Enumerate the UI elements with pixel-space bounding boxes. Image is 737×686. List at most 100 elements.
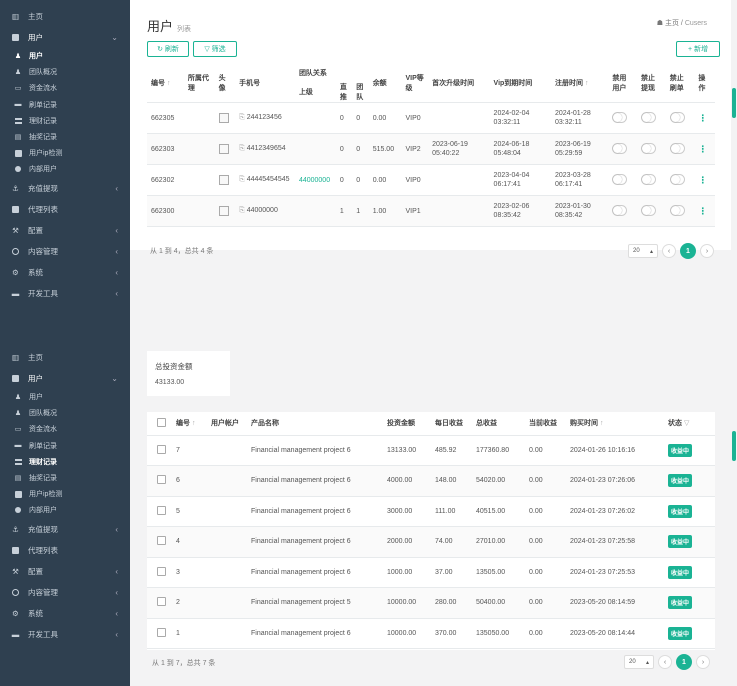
- more-vertical-icon[interactable]: ⋮: [698, 143, 708, 154]
- disable-toggle[interactable]: [612, 204, 628, 216]
- anchor-icon: ⚓: [12, 524, 19, 534]
- no-brush-toggle[interactable]: [669, 173, 685, 185]
- filter-button[interactable]: ▽ 筛选: [193, 41, 237, 57]
- sidebar-sub-ip[interactable]: 用户ip检测: [0, 486, 130, 502]
- sidebar-sub-flow[interactable]: ▭ 资金流水: [14, 426, 57, 434]
- row-checkbox[interactable]: [157, 597, 166, 607]
- no-brush-toggle[interactable]: [669, 142, 685, 154]
- sidebar-sub-flow[interactable]: ▭ 资金流水: [14, 85, 57, 93]
- disable-toggle[interactable]: [612, 111, 628, 123]
- account-cell: [207, 587, 247, 619]
- current-page[interactable]: 1: [676, 654, 692, 670]
- chevron-left-icon: ‹: [115, 225, 118, 235]
- no-brush-toggle[interactable]: [669, 111, 685, 123]
- sidebar-sub-internal[interactable]: 内部用户: [0, 502, 130, 518]
- team-cell: 0: [352, 102, 369, 134]
- sidebar-item-agent[interactable]: 代理列表: [0, 540, 130, 561]
- copy-icon[interactable]: ⎘: [239, 145, 245, 152]
- next-page-button[interactable]: ›: [696, 655, 710, 669]
- row-checkbox[interactable]: [157, 444, 166, 454]
- current-page[interactable]: 1: [680, 243, 696, 259]
- row-checkbox[interactable]: [157, 536, 166, 546]
- sidebar-sub-team[interactable]: ♟ 团队概况: [14, 410, 57, 418]
- sidebar-sub-lottery[interactable]: ▤ 抽奖记录: [14, 475, 57, 483]
- sidebar-item-devtools[interactable]: ▬ 开发工具 ‹: [11, 288, 118, 298]
- copy-icon[interactable]: ⎘: [239, 207, 245, 214]
- prev-page-button[interactable]: ‹: [662, 244, 676, 258]
- col-id[interactable]: 编号 ↑: [147, 64, 184, 103]
- breadcrumb-home[interactable]: 主页: [664, 20, 679, 27]
- sidebar-item-content[interactable]: 内容管理 ‹: [0, 241, 130, 262]
- row-checkbox[interactable]: [157, 566, 166, 576]
- sidebar-item-system[interactable]: ⚙ 系统 ‹: [12, 267, 118, 277]
- sidebar-item-agent[interactable]: 代理列表: [0, 199, 130, 220]
- select-all-checkbox[interactable]: [147, 412, 172, 436]
- user-list-panel: 用户 列表 ☗ 主页 / Cusers ↻ 刷新 ▽ 筛选 + 新增 编号 ↑ 所…: [130, 0, 737, 343]
- more-vertical-icon[interactable]: ⋮: [698, 112, 708, 123]
- col-reg[interactable]: 注册时间 ↑: [551, 64, 609, 103]
- sidebar-item-home[interactable]: ▥ 主页: [11, 353, 43, 362]
- more-vertical-icon[interactable]: ⋮: [698, 174, 708, 185]
- row-checkbox[interactable]: [157, 627, 166, 637]
- sidebar-item-devtools[interactable]: ▬ 开发工具 ‹: [11, 629, 118, 639]
- sidebar-sub-team[interactable]: ♟ 团队概况: [14, 69, 57, 77]
- broken-image-icon: [218, 144, 229, 154]
- sidebar-sub-lottery[interactable]: ▤ 抽奖记录: [14, 134, 57, 142]
- col-status[interactable]: 状态 ▽: [664, 412, 715, 436]
- sidebar-sub-internal[interactable]: 内部用户: [0, 161, 130, 177]
- upper-cell: [294, 102, 336, 134]
- no-withdraw-toggle[interactable]: [641, 111, 657, 123]
- sidebar-item-config[interactable]: ⚒ 配置 ‹: [12, 225, 118, 235]
- first-up-cell: [428, 195, 490, 227]
- row-checkbox[interactable]: [157, 505, 166, 515]
- total-cell: 135050.00: [472, 618, 525, 649]
- sidebar-sub-ip[interactable]: 用户ip检测: [0, 145, 130, 161]
- row-checkbox[interactable]: [157, 475, 166, 485]
- page-size-select[interactable]: 20 ▴: [628, 244, 658, 258]
- col-time[interactable]: 购买时间 ↑: [566, 412, 664, 436]
- table-row: 2 Financial management project 5 10000.00 2…: [147, 587, 715, 619]
- sidebar-item-config[interactable]: ⚒ 配置 ‹: [12, 566, 118, 576]
- sidebar-sub-finance[interactable]: 理财记录: [0, 113, 130, 129]
- sidebar-item-user[interactable]: 用户 ⌄: [0, 27, 130, 48]
- no-brush-toggle[interactable]: [669, 204, 685, 216]
- refresh-button[interactable]: ↻ 刷新: [147, 41, 189, 57]
- disable-toggle[interactable]: [612, 142, 628, 154]
- sidebar-sub-finance[interactable]: 理财记录: [0, 454, 130, 470]
- chevron-left-icon: ‹: [115, 587, 118, 597]
- no-withdraw-toggle[interactable]: [641, 173, 657, 185]
- sidebar-item-user[interactable]: 用户 ⌄: [0, 368, 130, 389]
- reg-cell: 2023-06-19 05:29:59: [551, 133, 609, 165]
- disable-toggle[interactable]: [612, 173, 628, 185]
- sidebar-sub-user[interactable]: ♟ 用户: [14, 53, 43, 61]
- copy-icon[interactable]: ⎘: [239, 176, 245, 183]
- col-fid[interactable]: 编号 ↑: [172, 412, 207, 436]
- breadcrumb-current: Cusers: [684, 20, 707, 27]
- gear-icon: ⚙: [12, 267, 19, 277]
- sidebar-item-home[interactable]: ▥ 主页: [11, 12, 43, 21]
- no-withdraw-toggle[interactable]: [641, 204, 657, 216]
- agent-cell: [183, 102, 215, 134]
- scrollbar-thumb[interactable]: [732, 431, 736, 461]
- phone-cell: ⎘ 44445454545: [235, 164, 295, 196]
- total-invest-value: 43133.00: [155, 379, 185, 386]
- copy-icon[interactable]: ⎘: [239, 114, 245, 121]
- add-button[interactable]: + 新增: [676, 41, 720, 57]
- sidebar-sub-brush[interactable]: ▬ 刷单记录: [14, 442, 58, 450]
- more-vertical-icon[interactable]: ⋮: [698, 205, 708, 216]
- sidebar-item-system[interactable]: ⚙ 系统 ‹: [12, 608, 118, 618]
- sidebar-item-content[interactable]: 内容管理 ‹: [0, 582, 130, 603]
- scrollbar-thumb[interactable]: [732, 88, 736, 118]
- sidebar-sub-brush[interactable]: ▬ 刷单记录: [14, 101, 58, 109]
- broken-image-icon: [218, 175, 229, 185]
- no-withdraw-toggle[interactable]: [641, 142, 657, 154]
- prev-page-button[interactable]: ‹: [658, 655, 672, 669]
- page-size-select[interactable]: 20 ▴: [624, 655, 654, 669]
- sidebar-item-recharge[interactable]: ⚓ 充值提现 ‹: [12, 183, 118, 193]
- sidebar-item-recharge[interactable]: ⚓ 充值提现 ‹: [12, 524, 118, 534]
- person-icon: ♟: [14, 394, 22, 402]
- upper-link[interactable]: 44000000: [298, 176, 331, 184]
- sidebar-sub-user[interactable]: ♟ 用户: [14, 394, 43, 402]
- next-page-button[interactable]: ›: [700, 244, 714, 258]
- phone-text: 44000000: [246, 207, 278, 214]
